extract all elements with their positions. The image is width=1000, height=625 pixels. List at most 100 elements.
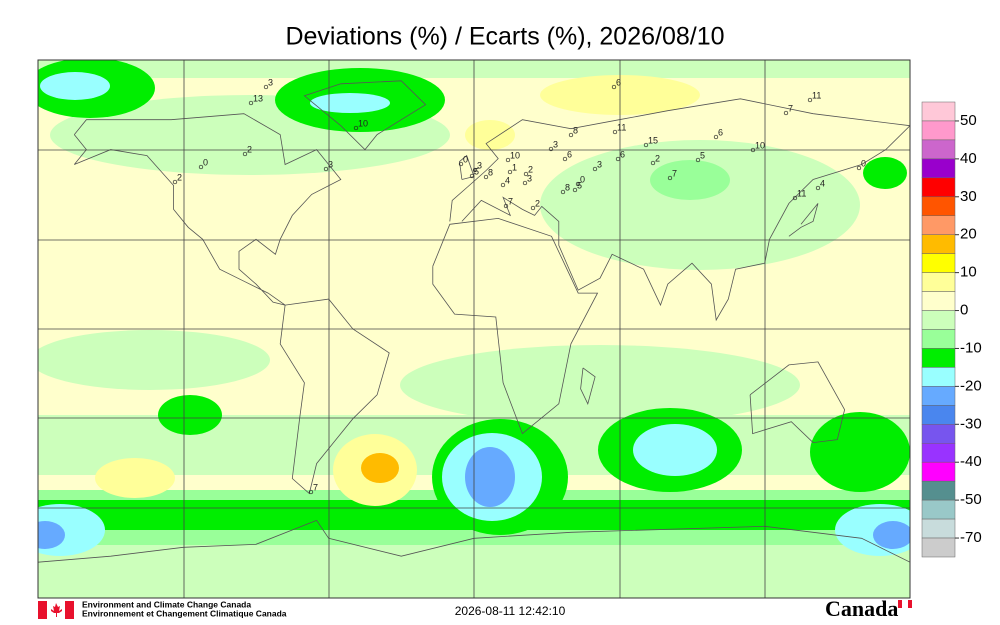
station-value: 7 [672,168,677,178]
legend-swatch [921,196,956,217]
legend-swatch [921,367,956,387]
station-value: 0 [463,154,468,164]
legend-label: 30 [960,188,977,205]
station-marker [592,166,598,172]
station-marker [643,142,649,148]
station-value: 0 [580,174,585,184]
station-marker [248,100,254,106]
station-value: 6 [616,77,621,87]
station-marker [472,167,478,173]
wordmark: Canada [825,596,898,621]
station-marker [572,187,578,193]
station-value: 4 [820,178,825,188]
station-value: 11 [797,188,806,198]
station-value: 8 [565,182,570,192]
legend-swatch [921,518,956,539]
station-value: 0 [203,157,208,167]
legend-swatch [921,480,956,501]
footer: Environment and Climate Change Canada En… [38,596,912,621]
station-marker [263,84,269,90]
legend-swatch [921,101,956,122]
station-value: 11 [617,122,626,132]
station-value: 10 [510,150,520,160]
legend-swatch [921,272,956,292]
station-marker [503,203,509,209]
station-marker [568,132,574,138]
station-marker [750,147,756,153]
legend-label: -30 [960,415,982,432]
title: Deviations (%) / Ecarts (%), 2026/08/10 [285,23,724,51]
station-value: 6 [718,127,723,137]
station-marker [615,156,621,162]
station-marker [242,151,248,157]
legend-swatch [921,329,956,349]
coastline [459,154,475,180]
legend-swatch [921,234,956,254]
coastline [303,80,427,151]
legend-swatch [921,177,956,198]
station-value: 5 [700,150,705,160]
station-value: 3 [477,160,482,170]
station-value: 8 [573,125,578,135]
timestamp: 2026-08-11 12:42:10 [455,604,566,618]
station-marker [505,157,511,163]
station-marker [500,182,506,188]
legend-swatch [921,120,956,141]
station-value: 11 [812,90,821,100]
station-marker [611,84,617,90]
legend-swatch [921,443,956,463]
station-marker [507,169,513,175]
station-marker [530,205,536,211]
coastline [432,217,599,435]
station-value: 7 [788,103,793,113]
station-value: 4 [505,175,510,185]
station-value: 2 [247,144,252,154]
station-value: 2 [177,172,182,182]
station-value: 2 [528,164,533,174]
station-value: 6 [567,149,572,159]
station-marker [562,156,568,162]
legend-swatch [921,461,956,482]
legend-swatch [921,386,956,406]
station-marker [560,189,566,195]
station-marker [323,166,329,172]
coastline [279,298,390,495]
agency-fr: Environnement et Changement Climatique C… [82,608,287,618]
station-value: 3 [553,139,558,149]
station-marker [792,195,798,201]
station-marker [856,165,862,171]
legend-swatch [921,499,956,520]
legend-swatch [921,424,956,444]
station-value: 3 [268,77,273,87]
agency-en: Environment and Climate Change Canada [82,599,251,609]
station-value: 8 [488,167,493,177]
legend-label: 0 [960,302,968,319]
coastline [749,361,846,444]
legend-swatch [921,158,956,179]
station-value: 10 [755,140,765,150]
station-marker [198,164,204,170]
legend-swatch [921,310,956,330]
station-value: 5 [577,180,582,190]
map-frame [37,59,911,599]
station-marker [172,179,178,185]
station-marker [650,160,656,166]
station-marker [713,134,719,140]
station-value: 3 [597,159,602,169]
graticule [38,60,910,598]
station-marker [458,161,464,167]
station-value: 10 [358,118,368,128]
station-marker [575,181,581,187]
coastline [449,98,910,322]
legend-label: 10 [960,264,977,281]
station-marker [483,174,489,180]
legend-label: -70 [960,529,982,546]
legend-swatch [921,291,956,311]
station-value: 7 [313,482,318,492]
station-value: 2 [655,153,660,163]
legend-swatch [921,215,956,235]
station-value: 5 [474,166,479,176]
